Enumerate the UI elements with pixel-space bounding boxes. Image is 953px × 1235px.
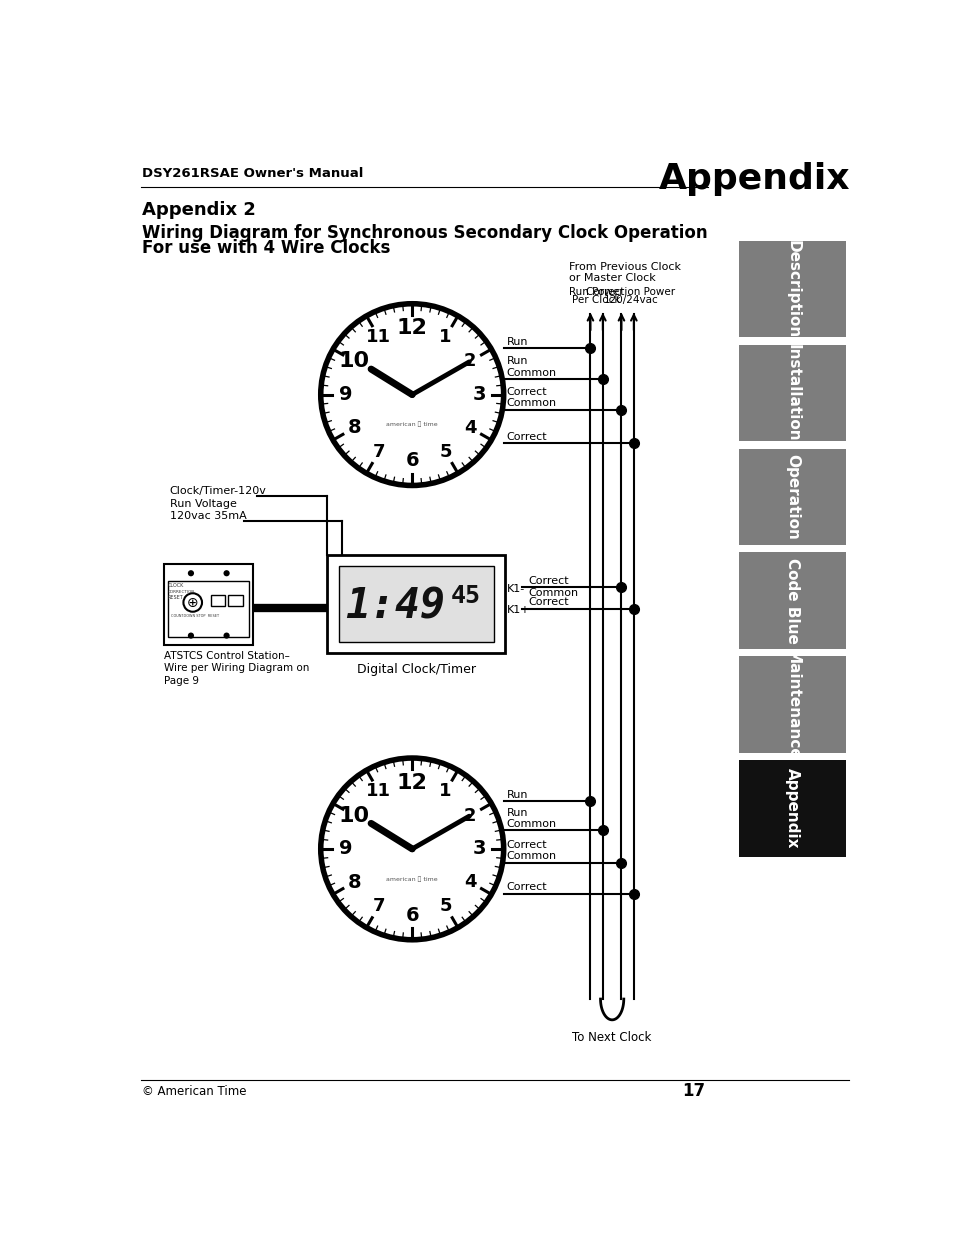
Text: To Next Clock: To Next Clock [572, 1031, 651, 1044]
Text: CLOCK: CLOCK [167, 583, 184, 588]
Text: 9: 9 [338, 385, 352, 404]
Circle shape [320, 758, 503, 940]
Bar [739, 761, 845, 857]
Text: COUNTDOWN STOP  RESET: COUNTDOWN STOP RESET [172, 614, 219, 619]
Text: 8: 8 [347, 873, 361, 892]
Text: Code Blue: Code Blue [784, 558, 800, 643]
Text: 6: 6 [405, 452, 418, 471]
Text: 8: 8 [347, 419, 361, 437]
Text: 120/24vac: 120/24vac [602, 295, 658, 305]
Text: 11: 11 [366, 783, 391, 800]
Text: 7: 7 [373, 443, 385, 461]
Text: 3: 3 [472, 385, 485, 404]
Text: Correct
Common: Correct Common [528, 577, 578, 598]
Circle shape [223, 571, 230, 577]
Circle shape [223, 632, 230, 638]
Circle shape [320, 304, 503, 485]
Text: Run Power: Run Power [569, 287, 623, 296]
Bar [739, 448, 845, 545]
Text: Per Clock: Per Clock [572, 295, 620, 305]
Text: CORRECTION: CORRECTION [167, 590, 194, 594]
Circle shape [409, 391, 415, 398]
Text: 2: 2 [463, 806, 476, 825]
Text: 17: 17 [681, 1082, 704, 1100]
Text: Correct: Correct [528, 597, 569, 608]
Bar [211, 595, 225, 605]
Text: Installation: Installation [784, 343, 800, 441]
Text: 5: 5 [439, 443, 452, 461]
Bar [327, 555, 505, 653]
Text: For use with 4 Wire Clocks: For use with 4 Wire Clocks [142, 240, 391, 257]
Text: DSY261RSAE Owner's Manual: DSY261RSAE Owner's Manual [142, 168, 363, 180]
Text: 120vac 35mA: 120vac 35mA [170, 511, 246, 521]
Text: Correction Power: Correction Power [585, 287, 675, 296]
Text: ATSTCS Control Station–
Wire per Wiring Diagram on
Page 9: ATSTCS Control Station– Wire per Wiring … [164, 651, 310, 685]
Text: RESET: RESET [167, 595, 183, 600]
Text: 4: 4 [463, 419, 476, 437]
Text: 1: 1 [439, 783, 452, 800]
Text: Digital Clock/Timer: Digital Clock/Timer [356, 662, 476, 676]
Text: 10: 10 [338, 805, 370, 826]
Text: 7: 7 [373, 898, 385, 915]
Text: Run Voltage: Run Voltage [170, 499, 236, 509]
Circle shape [409, 846, 415, 852]
Text: Appendix: Appendix [658, 162, 849, 196]
Text: 3: 3 [472, 840, 485, 858]
Text: 6: 6 [405, 905, 418, 925]
Text: 4: 4 [463, 873, 476, 892]
Text: Maintenance: Maintenance [784, 650, 800, 760]
Text: From Previous Clock: From Previous Clock [568, 262, 680, 272]
Text: Correct
Common: Correct Common [506, 840, 557, 861]
Text: Correct
Common: Correct Common [506, 388, 557, 409]
Text: K1+: K1+ [506, 605, 530, 615]
Text: 45: 45 [451, 584, 480, 608]
Bar [739, 656, 845, 752]
Bar [338, 567, 493, 642]
Circle shape [188, 632, 193, 638]
Text: 2: 2 [463, 352, 476, 370]
Text: american Ⓜ time: american Ⓜ time [386, 876, 437, 882]
Text: Appendix 2: Appendix 2 [142, 200, 256, 219]
Text: 1: 1 [439, 329, 452, 346]
Text: 10: 10 [338, 352, 370, 372]
Text: Wiring Diagram for Synchronous Secondary Clock Operation: Wiring Diagram for Synchronous Secondary… [142, 224, 707, 242]
Text: Appendix: Appendix [784, 768, 800, 848]
Text: 9: 9 [338, 840, 352, 858]
Text: Run: Run [506, 789, 528, 799]
Text: or Master Clock: or Master Clock [568, 273, 655, 283]
Text: Correct: Correct [506, 882, 547, 892]
Text: Operation: Operation [784, 453, 800, 540]
Bar [228, 595, 242, 605]
Bar [739, 552, 845, 648]
Text: american Ⓜ time: american Ⓜ time [386, 422, 437, 427]
Circle shape [188, 571, 193, 577]
Text: ⊕: ⊕ [187, 595, 198, 610]
Text: Run
Common: Run Common [506, 808, 557, 829]
Text: Run: Run [506, 337, 528, 347]
Bar [739, 241, 845, 337]
Text: Correct: Correct [506, 431, 547, 442]
Text: 12: 12 [396, 773, 427, 793]
Text: 1:49: 1:49 [344, 585, 444, 627]
Text: 12: 12 [396, 319, 427, 338]
Bar [168, 580, 249, 637]
Text: 11: 11 [366, 329, 391, 346]
Text: Run
Common: Run Common [506, 357, 557, 378]
Text: Description: Description [784, 240, 800, 338]
Text: Clock/Timer-120v: Clock/Timer-120v [170, 487, 266, 496]
Text: K1-: K1- [506, 584, 524, 594]
Bar [739, 345, 845, 441]
Text: 5: 5 [439, 898, 452, 915]
Text: © American Time: © American Time [142, 1086, 247, 1098]
Bar [164, 564, 253, 645]
